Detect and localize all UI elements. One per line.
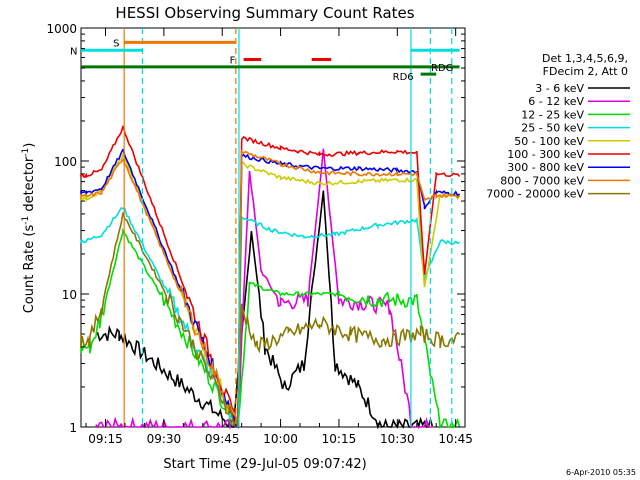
x-tick-label-6: 10:45 <box>438 432 473 446</box>
y-tick-label-3: 1000 <box>46 22 77 36</box>
date-stamp: 6-Apr-2010 05:35 <box>566 468 636 477</box>
chart-title: HESSI Observing Summary Count Rates <box>115 4 414 22</box>
y-axis-label: Count Rate (s-1 detector-1) <box>21 143 37 314</box>
series-line-4 <box>80 153 461 427</box>
legend-label-8: 7000 - 20000 keV <box>486 188 584 201</box>
legend-header-1: FDecim 2, Att 0 <box>543 65 628 78</box>
legend-label-7: 800 - 7000 keV <box>500 174 584 187</box>
state-label-5: RDG <box>431 63 453 74</box>
y-tick-label-2: 100 <box>54 155 77 169</box>
x-tick-label-4: 10:15 <box>322 432 357 446</box>
legend: Det 1,3,4,5,6,9,FDecim 2, Att 0 3 - 6 keV… <box>486 52 630 201</box>
legend-header-0: Det 1,3,4,5,6,9, <box>542 52 628 65</box>
series-line-1 <box>95 148 433 431</box>
series-line-7 <box>80 149 461 428</box>
legend-label-6: 300 - 800 keV <box>507 161 584 174</box>
series-line-3 <box>80 207 460 428</box>
plot-area: S N F RDG RD6 <box>70 28 461 431</box>
y-tick-label-1: 10 <box>62 288 77 302</box>
x-tick-label-5: 10:30 <box>380 432 415 446</box>
series-line-8 <box>80 212 461 428</box>
legend-label-1: 6 - 12 keV <box>528 95 584 108</box>
state-label-3: F <box>230 55 236 66</box>
legend-label-3: 25 - 50 keV <box>521 122 584 135</box>
legend-label-4: 50 - 100 keV <box>514 135 584 148</box>
x-axis-label: Start Time (29-Jul-05 09:07:42) <box>163 457 366 472</box>
legend-label-2: 12 - 25 keV <box>521 108 584 121</box>
series-line-0 <box>95 190 434 430</box>
x-tick-label-1: 09:30 <box>147 432 182 446</box>
x-tick-label-0: 09:15 <box>88 432 123 446</box>
state-label-0: S <box>113 38 119 49</box>
series-line-6 <box>80 148 461 429</box>
state-label-6: RD6 <box>393 72 414 83</box>
state-label-1: N <box>70 46 77 57</box>
y-tick-label-0: 1 <box>69 421 77 435</box>
series-line-2 <box>80 227 461 429</box>
x-tick-label-3: 10:00 <box>263 432 298 446</box>
plot-frame <box>80 27 466 428</box>
legend-label-0: 3 - 6 keV <box>535 82 584 95</box>
legend-label-5: 100 - 300 keV <box>507 148 584 161</box>
x-tick-label-2: 09:45 <box>205 432 240 446</box>
series-line-5 <box>80 125 461 428</box>
axes: 09:15 09:30 09:45 10:00 10:15 10:30 10:45 1 10 10… <box>46 22 473 446</box>
